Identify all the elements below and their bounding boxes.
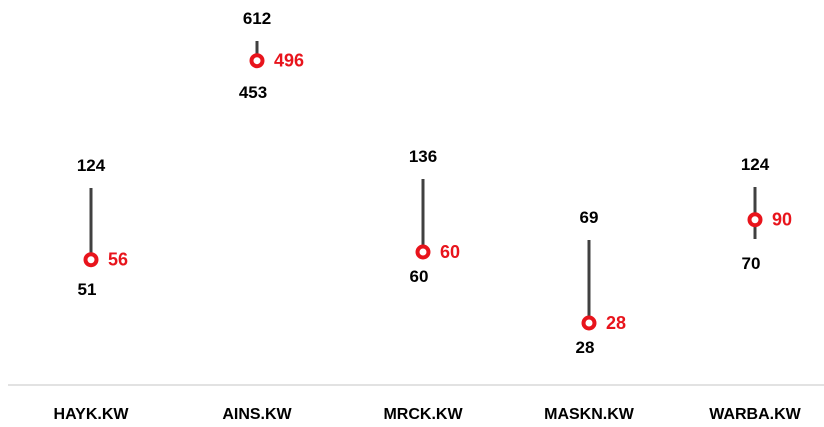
low-label: 28 [576, 338, 595, 357]
category-label: WARBA.KW [709, 406, 801, 423]
current-label: 56 [108, 250, 128, 270]
category-label: AINS.KW [222, 406, 292, 423]
current-marker [415, 244, 431, 260]
low-label: 70 [742, 254, 761, 273]
low-label: 51 [78, 280, 97, 299]
current-marker [747, 212, 763, 228]
high-label: 69 [580, 208, 599, 227]
high-label: 124 [77, 156, 106, 175]
low-label: 453 [239, 83, 267, 102]
high-label: 612 [243, 9, 271, 28]
current-marker [83, 252, 99, 268]
current-label: 28 [606, 313, 626, 333]
current-label: 60 [440, 242, 460, 262]
high-label: 124 [741, 155, 770, 174]
current-label: 90 [772, 210, 792, 230]
high-label: 136 [409, 147, 437, 166]
current-marker [581, 315, 597, 331]
low-label: 60 [410, 267, 429, 286]
category-label: MASKN.KW [544, 406, 635, 423]
current-label: 496 [274, 51, 304, 71]
category-label: HAYK.KW [54, 406, 130, 423]
current-marker [249, 53, 265, 69]
category-label: MRCK.KW [383, 406, 463, 423]
